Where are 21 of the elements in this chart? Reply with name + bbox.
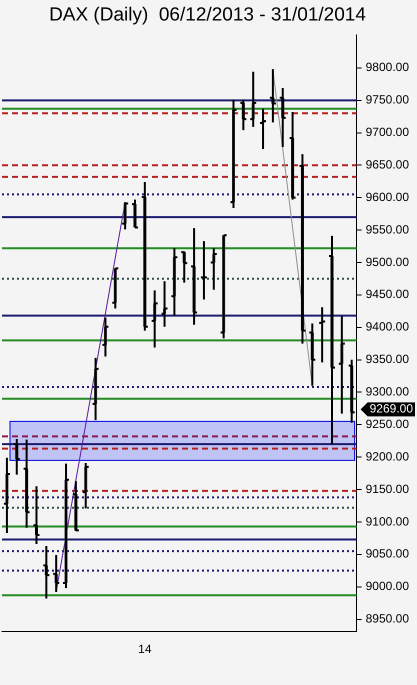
y-tick-label: 9050.00 — [366, 546, 410, 561]
y-tick-label: 9200.00 — [366, 449, 410, 464]
y-tick-label: 9150.00 — [366, 482, 410, 496]
y-tick-label: 9250.00 — [366, 416, 410, 431]
y-tick-label: 9700.00 — [366, 125, 410, 140]
y-tick-label: 9400.00 — [366, 320, 410, 334]
y-tick-label: 8950.00 — [366, 612, 410, 626]
y-tick-label: 9450.00 — [366, 287, 410, 302]
y-tick-label: 9300.00 — [366, 384, 410, 399]
text: 9269.00 — [370, 402, 414, 416]
y-tick-label: 9600.00 — [366, 190, 410, 204]
y-tick-label: 9750.00 — [366, 92, 410, 107]
y-tick-label: 9000.00 — [366, 579, 410, 594]
y-tick-label: 9350.00 — [366, 352, 410, 366]
y-tick-label: 9500.00 — [366, 254, 410, 269]
y-tick-label: 9650.00 — [366, 158, 410, 172]
chart-title: DAX (Daily) 06/12/2013 - 31/01/2014 — [49, 4, 366, 26]
x-tick-label: 14 — [138, 642, 152, 656]
y-tick-label: 9800.00 — [366, 60, 410, 74]
y-tick-label: 9100.00 — [366, 514, 410, 528]
y-tick-label: 9550.00 — [366, 222, 410, 236]
